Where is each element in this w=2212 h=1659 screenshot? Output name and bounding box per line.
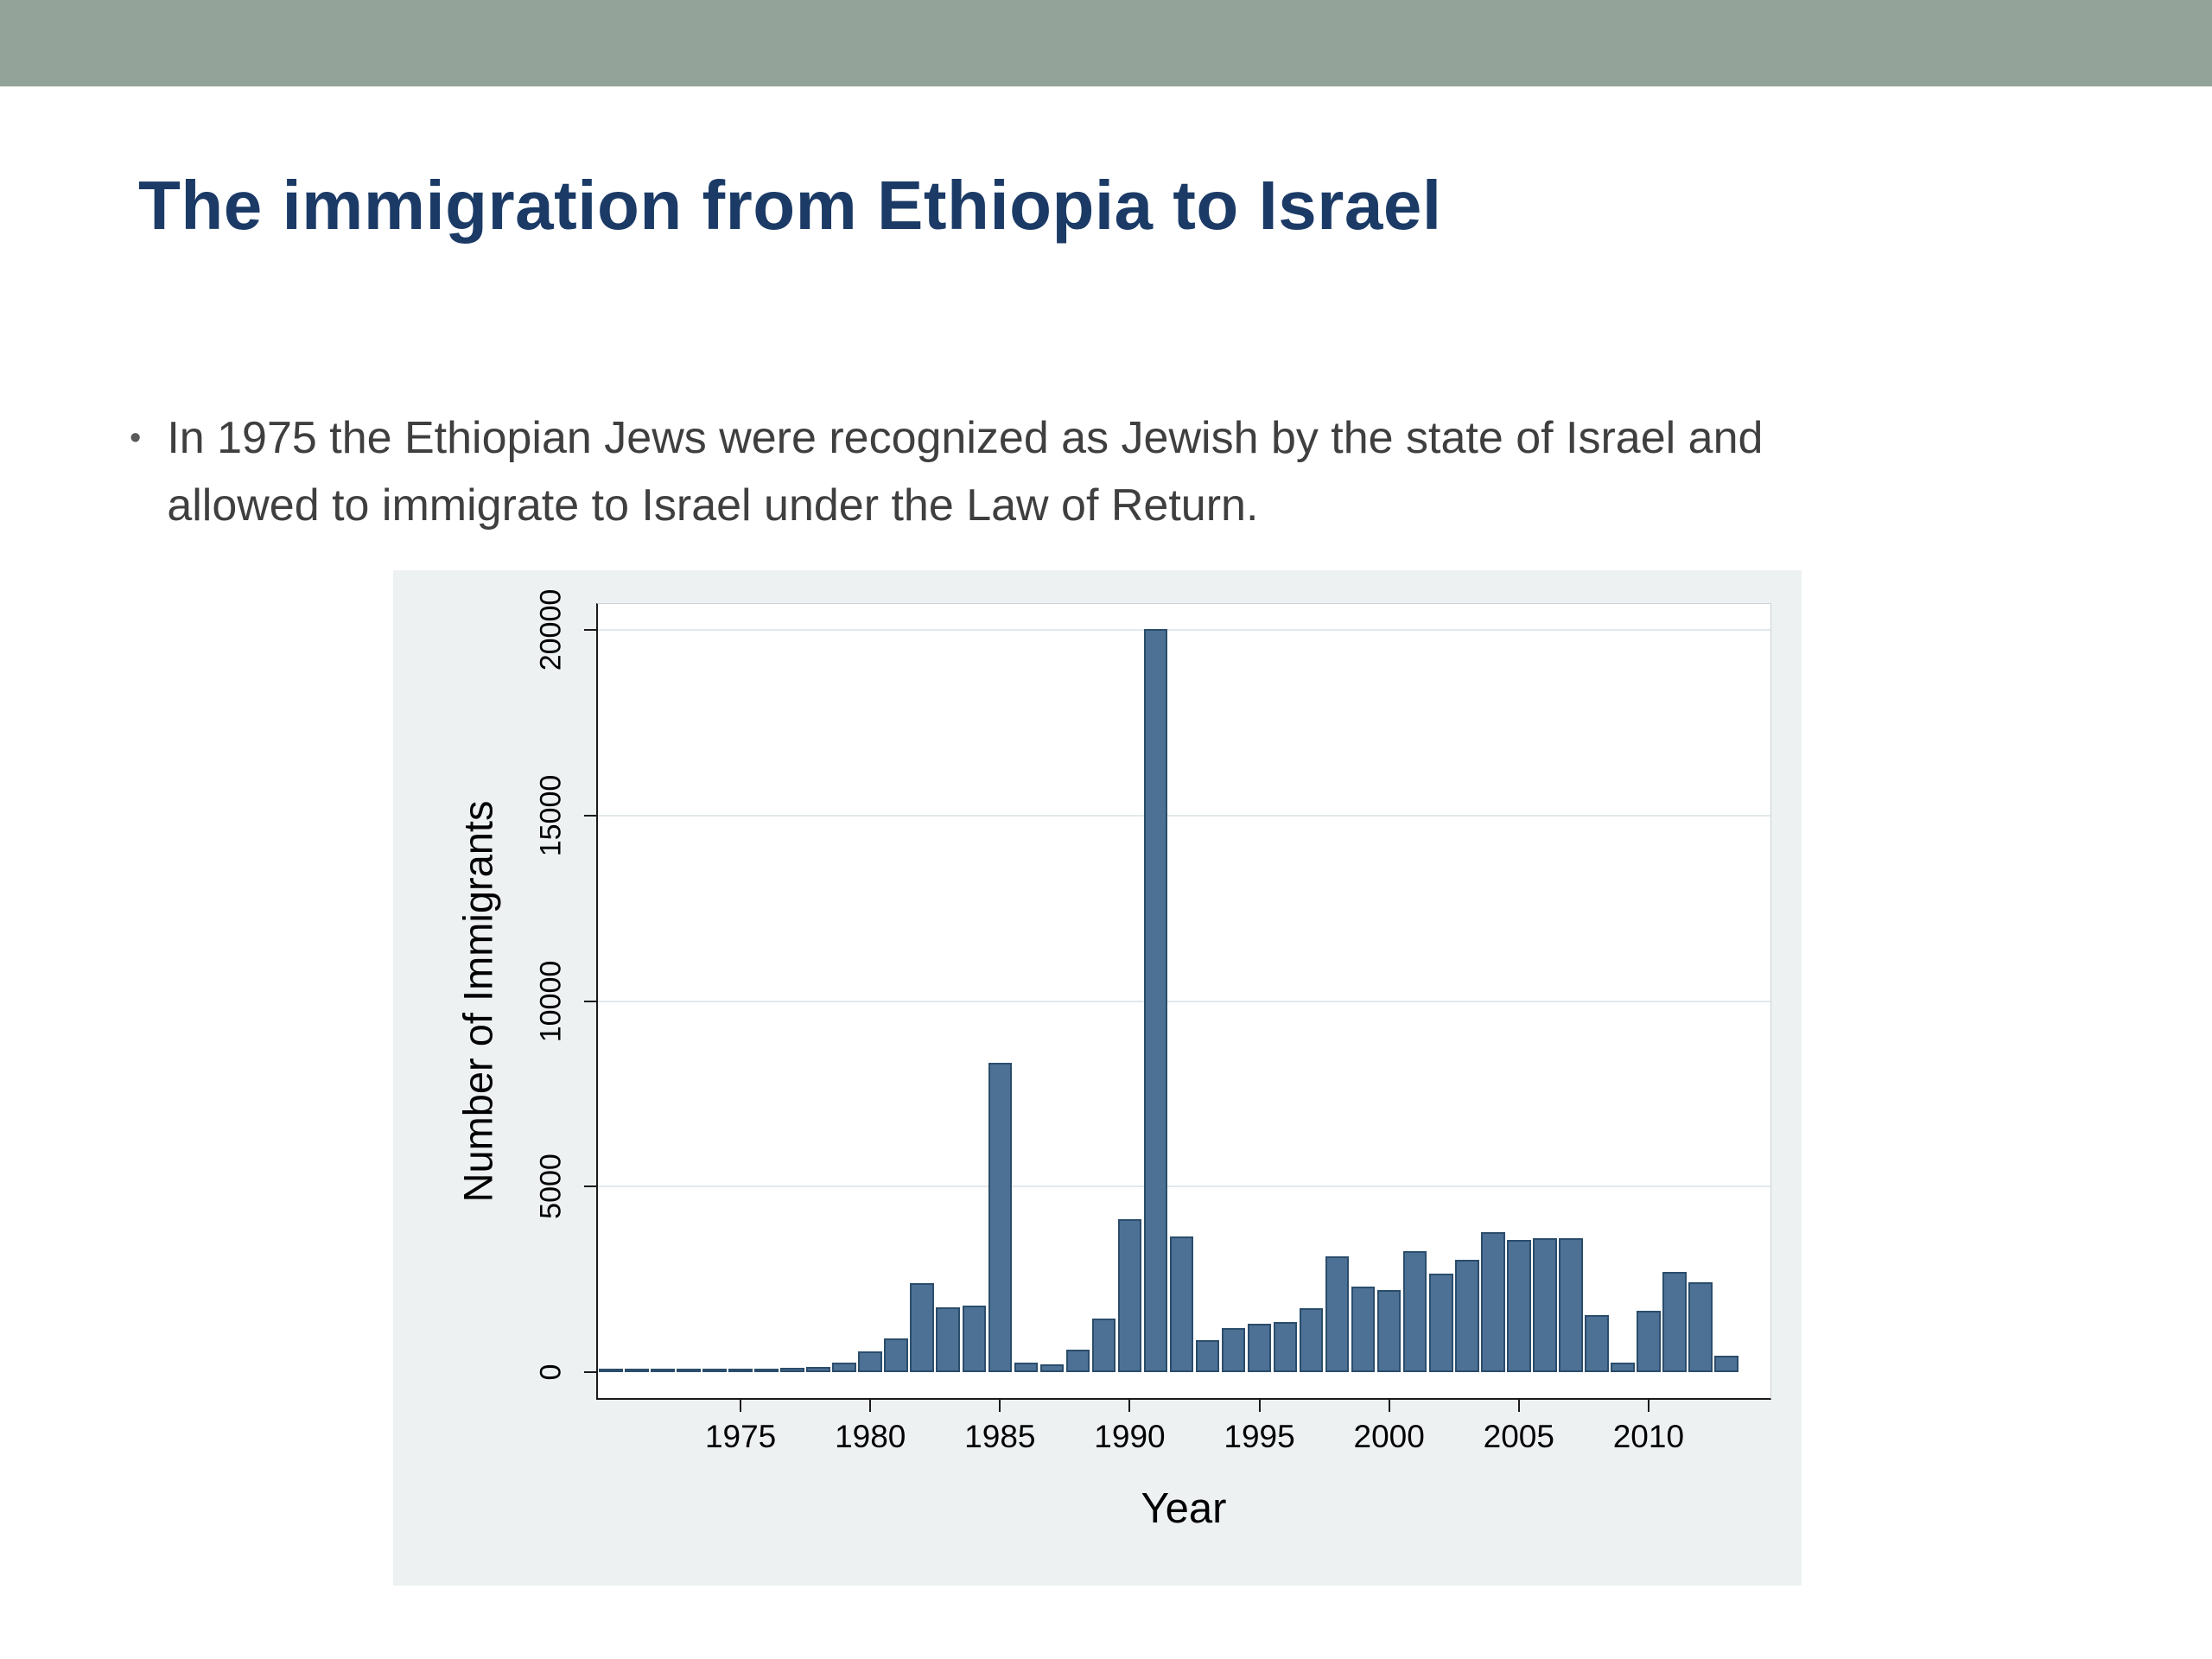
gridline-20000 — [598, 629, 1770, 632]
bar-1993 — [1195, 1340, 1220, 1372]
bar-1986 — [1014, 1363, 1039, 1372]
bar-1999 — [1351, 1287, 1376, 1372]
bar-2007 — [1559, 1237, 1583, 1372]
y-tick-5000 — [584, 1185, 598, 1188]
bar-1989 — [1091, 1318, 1116, 1372]
y-axis-title: Number of Immigrants — [454, 800, 501, 1203]
y-tick-20000 — [584, 629, 598, 632]
bar-1992 — [1169, 1236, 1194, 1372]
x-tick-label-2005: 2005 — [1483, 1419, 1554, 1454]
bar-2005 — [1506, 1239, 1531, 1372]
bar-1991 — [1143, 629, 1168, 1372]
bullet-marker: • — [130, 420, 142, 456]
bar-1994 — [1221, 1327, 1246, 1372]
x-tick-label-1985: 1985 — [964, 1419, 1036, 1454]
bar-1990 — [1117, 1219, 1142, 1372]
bar-1971 — [625, 1368, 649, 1372]
bar-2006 — [1532, 1238, 1557, 1372]
bar-2000 — [1376, 1290, 1402, 1372]
gridline-5000 — [598, 1185, 1770, 1188]
x-tick-2005 — [1517, 1398, 1520, 1412]
bar-2004 — [1480, 1232, 1505, 1372]
bar-1980 — [858, 1351, 883, 1372]
bar-1997 — [1299, 1308, 1324, 1372]
bar-1978 — [806, 1366, 830, 1372]
x-tick-1990 — [1128, 1398, 1131, 1412]
bar-1996 — [1273, 1321, 1298, 1372]
y-tick-15000 — [584, 814, 598, 817]
y-tick-0 — [584, 1370, 598, 1373]
bar-1977 — [780, 1367, 804, 1372]
y-tick-label-15000: 15000 — [534, 774, 568, 857]
bar-1983 — [936, 1306, 961, 1372]
bar-2008 — [1585, 1314, 1609, 1372]
bar-1998 — [1325, 1256, 1350, 1372]
y-tick-label-0: 0 — [534, 1363, 568, 1381]
x-tick-1995 — [1258, 1398, 1261, 1412]
x-tick-label-1975: 1975 — [704, 1419, 777, 1454]
x-axis-title: Year — [1141, 1485, 1227, 1532]
bar-1985 — [988, 1063, 1013, 1372]
gridline-10000 — [598, 1000, 1770, 1002]
immigration-bar-chart: Number of Immigrants 0 5000 10000 15000 2000… — [393, 570, 1802, 1586]
x-tick-1985 — [999, 1398, 1001, 1412]
slide-title: The immigration from Ethiopia to Israel — [138, 167, 1442, 244]
x-tick-label-2010: 2010 — [1612, 1419, 1685, 1454]
plot-area: 0 5000 10000 15000 20000 1975 1980 1985 1990 1995… — [535, 589, 1771, 1454]
bar-1973 — [677, 1368, 701, 1372]
x-tick-label-1995: 1995 — [1224, 1419, 1295, 1454]
bar-1995 — [1247, 1323, 1272, 1372]
x-tick-label-1980: 1980 — [835, 1419, 906, 1454]
y-tick-label-10000: 10000 — [534, 960, 568, 1042]
bar-1987 — [1039, 1364, 1065, 1372]
bar-2003 — [1454, 1259, 1479, 1372]
header-band — [0, 0, 2212, 86]
x-tick-2010 — [1647, 1398, 1649, 1412]
bullet-text: In 1975 the Ethiopian Jews were recogniz… — [167, 413, 1764, 531]
bar-2011 — [1662, 1272, 1687, 1372]
bar-1976 — [754, 1368, 779, 1372]
bullet-item: • In 1975 the Ethiopian Jews were recogn… — [130, 404, 1858, 539]
x-tick-1975 — [740, 1398, 742, 1412]
bar-1979 — [832, 1363, 856, 1372]
bar-2012 — [1688, 1281, 1713, 1372]
bar-2010 — [1637, 1311, 1661, 1372]
bar-1972 — [651, 1368, 675, 1372]
bar-2001 — [1402, 1250, 1427, 1372]
bar-2002 — [1428, 1273, 1453, 1372]
x-tick-label-1990: 1990 — [1094, 1419, 1166, 1454]
bar-2013 — [1714, 1355, 1738, 1372]
gridline-15000 — [598, 814, 1770, 817]
bar-1970 — [599, 1368, 623, 1372]
bar-1988 — [1065, 1350, 1090, 1372]
y-tick-label-5000: 5000 — [534, 1154, 568, 1220]
bar-1974 — [702, 1368, 727, 1372]
x-tick-label-2000: 2000 — [1353, 1419, 1425, 1454]
y-tick-label-20000: 20000 — [534, 588, 568, 671]
bar-1975 — [728, 1368, 753, 1372]
bar-1982 — [910, 1282, 935, 1372]
bar-1981 — [884, 1338, 909, 1372]
x-tick-2000 — [1388, 1398, 1390, 1412]
y-tick-10000 — [584, 1000, 598, 1002]
x-tick-1980 — [869, 1398, 872, 1412]
bar-2009 — [1611, 1363, 1635, 1372]
bar-1984 — [962, 1305, 987, 1372]
